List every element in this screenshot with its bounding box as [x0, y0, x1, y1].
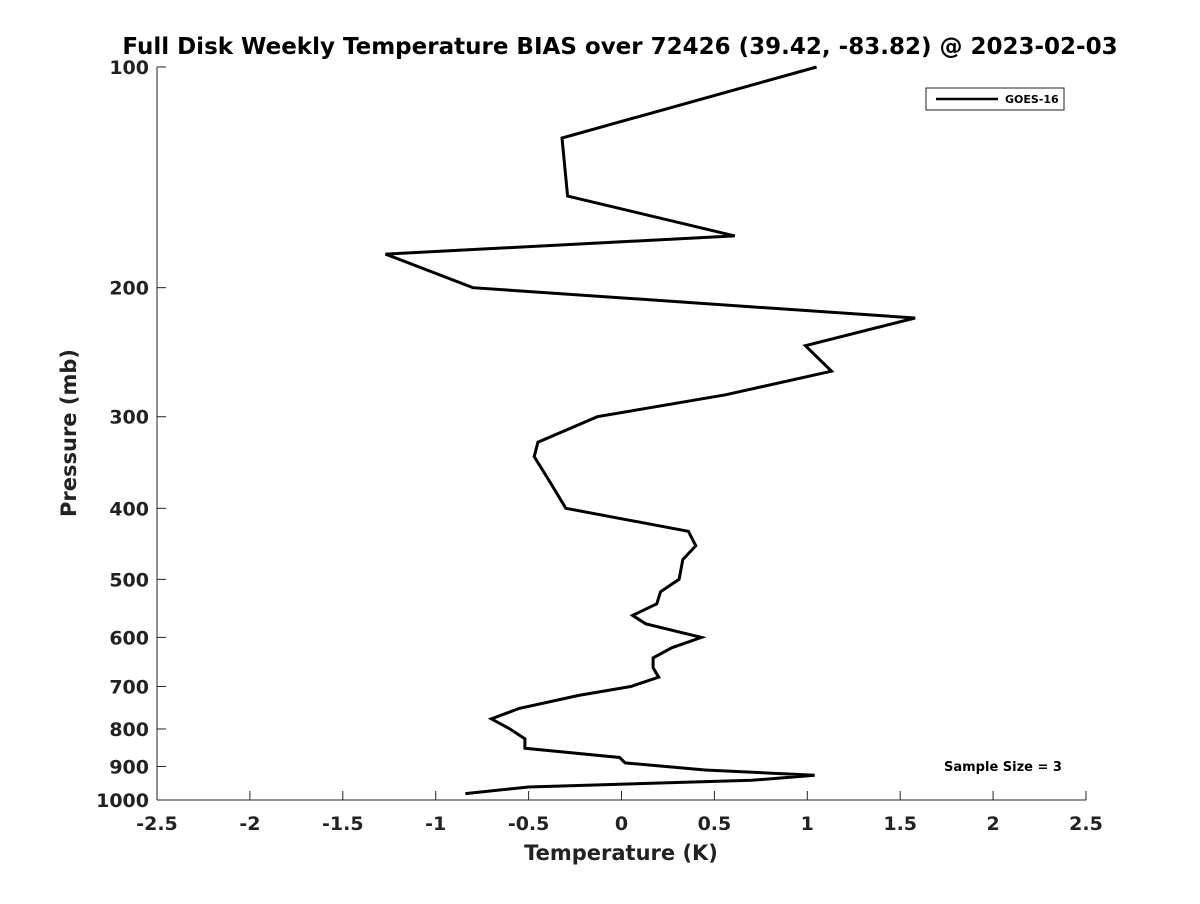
- x-tick-label: 0.5: [698, 813, 732, 835]
- y-tick-label: 100: [109, 57, 149, 79]
- y-tick-label: 500: [109, 569, 149, 591]
- x-tick-label: 2: [986, 813, 999, 835]
- x-tick-label: -1.5: [322, 813, 364, 835]
- y-tick-label: 300: [109, 407, 149, 429]
- y-tick-label: 900: [109, 756, 149, 778]
- chart-title: Full Disk Weekly Temperature BIAS over 7…: [122, 34, 1117, 60]
- series-layer: [384, 65, 916, 796]
- y-axis-ticks: 100 200 300 400 500 600 700 800 900 1000: [96, 57, 166, 812]
- y-tick-label: 700: [109, 676, 149, 698]
- x-tick-label: -2: [239, 813, 260, 835]
- x-tick-label: 0: [615, 813, 628, 835]
- y-tick-label: 200: [109, 278, 149, 300]
- x-tick-label: 1: [801, 813, 814, 835]
- y-tick-label: 600: [109, 627, 149, 649]
- plot-area: [157, 67, 1086, 800]
- legend: GOES-16: [925, 87, 1065, 111]
- y-axis-label: Pressure (mb): [57, 349, 81, 517]
- y-tick-label: 800: [109, 719, 149, 741]
- x-tick-label: -2.5: [136, 813, 178, 835]
- x-tick-label: 1.5: [883, 813, 917, 835]
- x-axis-label: Temperature (K): [524, 841, 718, 865]
- series-line-goes-16: [384, 65, 916, 796]
- y-tick-label: 400: [109, 498, 149, 520]
- legend-label-goes-16: GOES-16: [1005, 93, 1059, 106]
- sample-size-annotation: Sample Size = 3: [944, 760, 1062, 775]
- y-tick-label: 1000: [96, 790, 149, 812]
- x-axis-ticks: -2.5 -2 -1.5 -1 -0.5 0 0.5 1 1.5 2 2.5: [136, 791, 1103, 835]
- x-tick-label: -0.5: [508, 813, 550, 835]
- x-tick-label: 2.5: [1069, 813, 1103, 835]
- x-tick-label: -1: [425, 813, 446, 835]
